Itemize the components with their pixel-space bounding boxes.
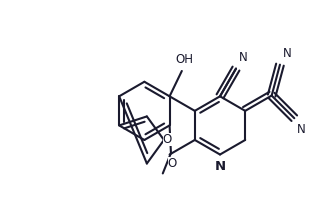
Text: N: N [297, 123, 306, 136]
Text: O: O [168, 157, 177, 170]
Text: N: N [239, 51, 248, 64]
Text: N: N [283, 47, 291, 60]
Text: OH: OH [175, 53, 193, 66]
Text: O: O [162, 133, 172, 147]
Text: N: N [214, 160, 225, 173]
